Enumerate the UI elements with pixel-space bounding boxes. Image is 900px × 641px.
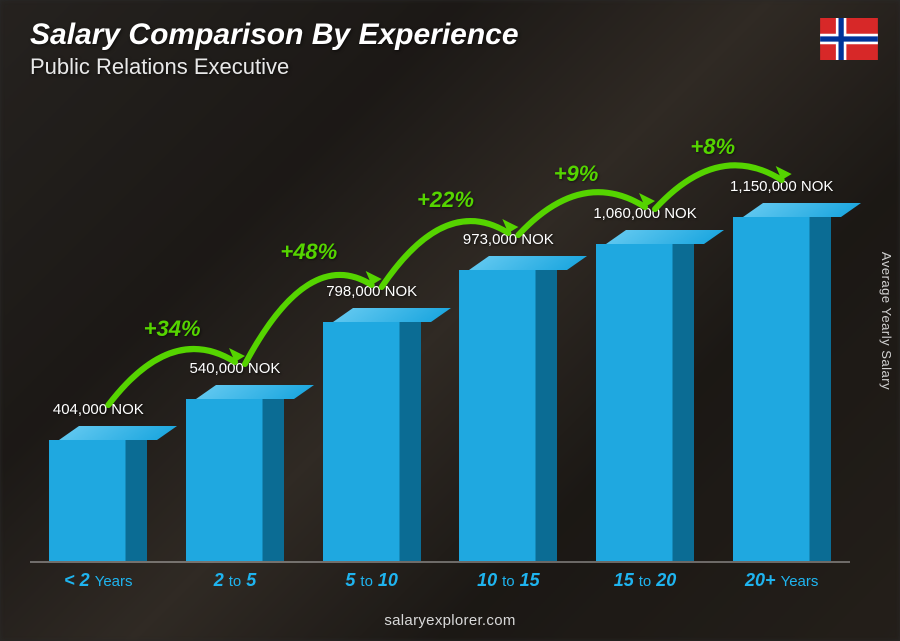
- change-percent: +34%: [144, 316, 201, 342]
- page-subtitle: Public Relations Executive: [30, 54, 870, 80]
- x-axis: < 2 Years2 to 55 to 1010 to 1515 to 2020…: [30, 570, 850, 591]
- bar-prism: [186, 385, 284, 561]
- bar-prism: [49, 426, 147, 561]
- bar-value-label: 1,060,000 NOK: [593, 205, 696, 222]
- bar: 973,000 NOK: [440, 231, 577, 561]
- norway-flag-icon: [820, 18, 878, 60]
- footer-credit: salaryexplorer.com: [0, 612, 900, 629]
- bar-value-label: 540,000 NOK: [190, 360, 281, 377]
- change-percent: +48%: [280, 239, 337, 265]
- x-label: < 2 Years: [30, 570, 167, 591]
- change-percent: +9%: [554, 161, 599, 187]
- bar: 1,150,000 NOK: [713, 178, 850, 561]
- infographic: Salary Comparison By Experience Public R…: [0, 0, 900, 641]
- bar-value-label: 973,000 NOK: [463, 231, 554, 248]
- y-axis-label: Average Yearly Salary: [879, 251, 894, 389]
- page-title: Salary Comparison By Experience: [30, 18, 870, 52]
- change-percent: +8%: [690, 134, 735, 160]
- bar: 404,000 NOK: [30, 401, 167, 561]
- bar-value-label: 798,000 NOK: [326, 283, 417, 300]
- x-label: 5 to 10: [303, 570, 440, 591]
- bar-value-label: 404,000 NOK: [53, 401, 144, 418]
- baseline: [30, 561, 850, 563]
- bar-prism: [459, 256, 557, 561]
- change-percent: +22%: [417, 187, 474, 213]
- bar: 798,000 NOK: [303, 283, 440, 561]
- bar-prism: [596, 230, 694, 561]
- x-label: 2 to 5: [167, 570, 304, 591]
- bar-chart: 404,000 NOK 540,000 NOK 798,000 NOK 973,000…: [30, 100, 850, 591]
- x-label: 10 to 15: [440, 570, 577, 591]
- bar-prism: [733, 203, 831, 561]
- x-label: 20+ Years: [713, 570, 850, 591]
- bar: 1,060,000 NOK: [577, 205, 714, 561]
- bar: 540,000 NOK: [167, 360, 304, 561]
- x-label: 15 to 20: [577, 570, 714, 591]
- bar-value-label: 1,150,000 NOK: [730, 178, 833, 195]
- bar-prism: [323, 308, 421, 561]
